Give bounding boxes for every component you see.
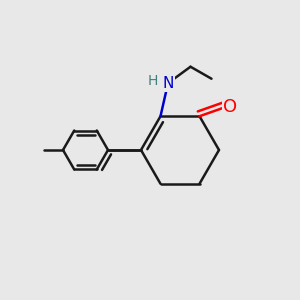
Text: H: H	[148, 74, 158, 88]
Text: O: O	[223, 98, 238, 116]
Text: N: N	[162, 76, 174, 91]
